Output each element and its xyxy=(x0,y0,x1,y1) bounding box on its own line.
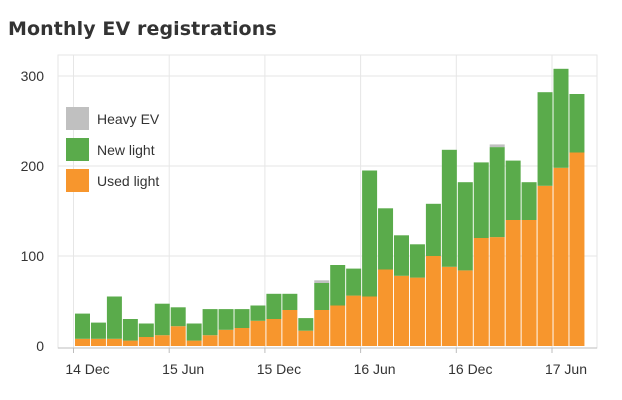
bar-new-light xyxy=(234,309,250,328)
bar-new-light xyxy=(90,322,106,339)
bar-used-light xyxy=(234,328,250,346)
bar-used-light xyxy=(378,269,394,346)
legend-swatch xyxy=(66,107,89,130)
x-tick-label: 16 Jun xyxy=(354,361,396,377)
bar-used-light xyxy=(346,295,362,346)
bar-new-light xyxy=(186,323,202,341)
bar-heavy-ev xyxy=(314,280,330,283)
bar-used-light xyxy=(362,296,378,346)
bar-used-light xyxy=(425,256,441,346)
bar-new-light xyxy=(170,307,186,327)
bar-used-light xyxy=(394,275,409,346)
chart-title: Monthly EV registrations xyxy=(8,18,277,40)
bar-new-light xyxy=(409,244,425,278)
x-tick-label: 15 Jun xyxy=(162,361,204,377)
bar-new-light xyxy=(266,293,282,319)
bar-new-light xyxy=(298,318,314,331)
bar-used-light xyxy=(409,277,425,346)
y-tick-label: 300 xyxy=(21,68,45,84)
bar-new-light xyxy=(489,147,505,238)
bar-used-light xyxy=(122,340,138,346)
bar-new-light xyxy=(378,208,394,270)
bar-used-light xyxy=(298,330,314,346)
x-tick-label: 16 Dec xyxy=(448,361,492,377)
legend-label: Heavy EV xyxy=(97,111,160,127)
y-tick-label: 0 xyxy=(36,338,44,354)
y-tick-label: 200 xyxy=(21,158,45,174)
bar-new-light xyxy=(441,149,457,267)
legend-swatch xyxy=(66,138,89,161)
legend-swatch xyxy=(66,169,89,192)
bar-new-light xyxy=(75,313,90,339)
bar-new-light xyxy=(122,319,138,341)
bar-new-light xyxy=(106,296,122,339)
bar-used-light xyxy=(138,337,154,346)
bar-new-light xyxy=(425,203,441,256)
bar-used-light xyxy=(473,238,489,346)
bar-used-light xyxy=(314,310,330,346)
bar-new-light xyxy=(553,68,569,168)
bar-used-light xyxy=(266,319,282,346)
bar-used-light xyxy=(75,338,90,346)
bar-used-light xyxy=(489,237,505,346)
bar-used-light xyxy=(330,305,346,346)
bar-new-light xyxy=(138,323,154,337)
bar-used-light xyxy=(186,340,202,346)
bar-used-light xyxy=(537,185,553,346)
bar-used-light xyxy=(282,310,298,346)
bar-new-light xyxy=(202,309,218,336)
bar-used-light xyxy=(170,326,186,346)
bar-new-light xyxy=(346,268,362,296)
bar-new-light xyxy=(473,162,489,238)
bar-new-light xyxy=(457,182,473,271)
x-tick-label: 14 Dec xyxy=(65,361,109,377)
bar-used-light xyxy=(218,329,234,346)
bar-new-light xyxy=(314,283,330,310)
x-tick-label: 17 Jun xyxy=(545,361,587,377)
bar-new-light xyxy=(250,305,266,321)
bar-new-light xyxy=(362,170,378,297)
bar-new-light xyxy=(394,235,409,276)
bar-heavy-ev xyxy=(489,144,505,148)
bar-new-light xyxy=(505,160,521,220)
bar-used-light xyxy=(553,167,569,346)
bar-new-light xyxy=(521,182,537,220)
x-tick-label: 15 Dec xyxy=(257,361,301,377)
bar-used-light xyxy=(505,220,521,346)
legend-label: Used light xyxy=(97,173,159,189)
bar-new-light xyxy=(154,303,170,336)
bar-new-light xyxy=(569,94,585,153)
bar-used-light xyxy=(250,320,266,346)
bar-used-light xyxy=(90,338,106,346)
bar-new-light xyxy=(537,92,553,186)
bar-new-light xyxy=(282,293,298,310)
bar-used-light xyxy=(202,335,218,346)
bar-new-light xyxy=(330,265,346,306)
y-tick-label: 100 xyxy=(21,248,45,264)
bar-used-light xyxy=(521,220,537,346)
bar-used-light xyxy=(106,338,122,346)
bar-new-light xyxy=(218,309,234,330)
bar-used-light xyxy=(154,335,170,346)
bar-used-light xyxy=(441,266,457,346)
bars xyxy=(75,68,585,346)
axes: 0 100 200 300 14 Dec 15 Jun 15 Dec 16 Jun 16 Dec… xyxy=(21,68,597,377)
legend: Heavy EV New light Used light xyxy=(66,107,160,192)
bar-used-light xyxy=(457,270,473,346)
bar-used-light xyxy=(569,152,585,346)
legend-label: New light xyxy=(97,142,155,158)
